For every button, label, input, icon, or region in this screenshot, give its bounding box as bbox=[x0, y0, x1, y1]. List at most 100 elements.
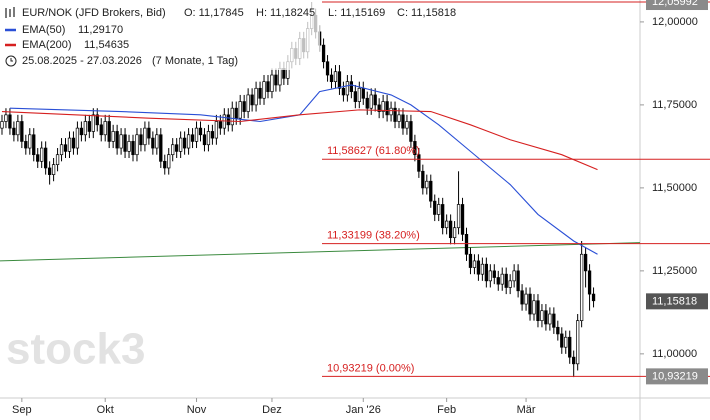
candle-body bbox=[214, 121, 219, 139]
candle-body bbox=[0, 121, 4, 129]
candle-body bbox=[333, 71, 338, 83]
candle-body bbox=[341, 87, 346, 96]
candle-body bbox=[175, 144, 179, 152]
candle-body bbox=[516, 270, 520, 292]
candle-body bbox=[63, 144, 68, 152]
candle-body bbox=[401, 114, 405, 129]
candle-body bbox=[369, 94, 373, 109]
ema-line bbox=[9, 84, 598, 255]
y-tick-label: 11,25000 bbox=[652, 265, 697, 277]
candle-body bbox=[258, 87, 262, 99]
candle-body bbox=[36, 154, 40, 162]
header-bg bbox=[0, 0, 320, 70]
legend-ema50-value: 11,29170 bbox=[78, 24, 123, 36]
candle-body bbox=[99, 124, 103, 136]
level-label: 11,58627 (61.80%) bbox=[327, 145, 420, 157]
candle-body bbox=[262, 81, 266, 99]
candle-body bbox=[373, 94, 377, 106]
candle-body bbox=[167, 154, 171, 169]
candle-body bbox=[321, 44, 326, 63]
watermark: stock3 bbox=[6, 325, 145, 374]
x-tick-label: Feb bbox=[437, 404, 456, 416]
candle-body bbox=[437, 204, 441, 215]
candle-body bbox=[44, 147, 48, 169]
candle-body bbox=[274, 74, 278, 86]
x-tick-label: Sep bbox=[12, 404, 32, 416]
candle-body bbox=[345, 81, 350, 96]
candle-body bbox=[425, 180, 429, 189]
candle-body bbox=[91, 114, 95, 132]
candle-body bbox=[115, 131, 119, 149]
candle-body bbox=[242, 101, 246, 112]
candle-body bbox=[135, 134, 139, 156]
candle-body bbox=[32, 134, 36, 156]
candle-body bbox=[496, 277, 500, 285]
level-axis-box bbox=[646, 368, 708, 385]
candle-body bbox=[532, 300, 536, 315]
candle-body bbox=[270, 74, 274, 92]
candle-body bbox=[524, 293, 528, 305]
candle-body bbox=[405, 121, 409, 129]
candle-body bbox=[234, 107, 238, 119]
candle-body bbox=[568, 336, 572, 358]
candle-body bbox=[556, 326, 560, 335]
candle-body bbox=[206, 131, 211, 146]
candle-body bbox=[417, 154, 421, 172]
candle-body bbox=[230, 107, 234, 126]
candle-body bbox=[536, 300, 540, 322]
candle-body bbox=[55, 154, 60, 165]
candle-body bbox=[353, 91, 357, 102]
candle-body bbox=[131, 141, 135, 156]
candle-body bbox=[151, 137, 155, 149]
candle-body bbox=[266, 81, 270, 92]
candle-body bbox=[59, 144, 64, 156]
candle-body bbox=[413, 141, 417, 156]
candle-body bbox=[480, 263, 485, 275]
candle-body bbox=[194, 127, 199, 142]
candle-body bbox=[182, 137, 187, 149]
x-tick-label: Jan '26 bbox=[346, 404, 381, 416]
level-axis-label: 12,05992 bbox=[652, 0, 698, 8]
candle-body bbox=[147, 127, 151, 139]
candle-body bbox=[508, 280, 512, 288]
x-tick-label: Dez bbox=[262, 404, 282, 416]
y-tick-label: 11,75000 bbox=[652, 99, 697, 111]
candle-body bbox=[377, 104, 381, 112]
candle-body bbox=[552, 313, 556, 328]
candle-body bbox=[4, 114, 8, 122]
clock-icon bbox=[5, 55, 17, 67]
candle-body bbox=[560, 333, 564, 348]
candle-body bbox=[540, 310, 544, 322]
candle-body bbox=[87, 121, 91, 132]
candle-body bbox=[51, 164, 56, 175]
candle-body bbox=[28, 134, 32, 149]
period: 25.08.2025 - 27.03.2026 bbox=[22, 55, 142, 67]
ohlc-low: L: 11,15169 bbox=[328, 7, 385, 19]
candle-body bbox=[504, 273, 508, 288]
candle-body bbox=[20, 121, 24, 142]
candle-body bbox=[591, 293, 596, 302]
candle-body bbox=[484, 263, 489, 282]
candle-body bbox=[127, 141, 131, 152]
ohlc-open: O: 11,17845 bbox=[184, 7, 244, 19]
candle-body bbox=[178, 137, 183, 152]
candle-body bbox=[143, 127, 147, 146]
candle-body bbox=[75, 127, 80, 149]
candle-body bbox=[460, 204, 465, 235]
candle-body bbox=[365, 97, 369, 109]
candle-body bbox=[433, 200, 437, 215]
candle-body bbox=[202, 134, 207, 146]
candle-body bbox=[564, 336, 568, 348]
candle-icon bbox=[5, 7, 15, 18]
candle-body bbox=[472, 260, 477, 268]
ohlc-high: H: 11,18245 bbox=[256, 7, 315, 19]
candle-body bbox=[349, 81, 354, 92]
candle-body bbox=[171, 144, 175, 156]
candle-body bbox=[278, 68, 282, 86]
candle-body bbox=[111, 131, 115, 142]
candle-body bbox=[528, 293, 532, 315]
candle-body bbox=[190, 134, 195, 142]
clock-hands bbox=[10, 58, 13, 62]
candle-body bbox=[456, 204, 461, 229]
header: EUR/NOK (JFD Brokers, Bid) O: 11,17845 H… bbox=[0, 0, 456, 70]
